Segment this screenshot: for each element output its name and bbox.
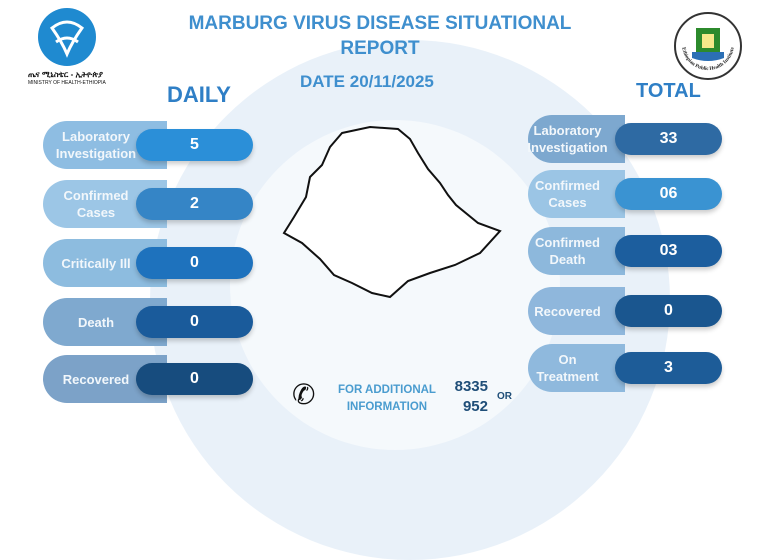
total-item-value: 33 xyxy=(615,123,722,155)
daily-item-value: 0 xyxy=(136,306,253,338)
total-item-value: 0 xyxy=(615,295,722,327)
ministry-name: MINISTRY OF HEALTH-ETHIOPIA xyxy=(28,80,106,86)
daily-heading: DAILY xyxy=(167,82,231,107)
ethiopia-map xyxy=(282,125,502,299)
total-heading: TOTAL xyxy=(636,80,701,102)
contact-text: FOR ADDITIONAL INFORMATION xyxy=(338,384,436,413)
ministry-logo xyxy=(38,8,96,66)
daily-item-value: 2 xyxy=(136,188,253,220)
total-item-value: 03 xyxy=(615,235,722,267)
total-item-label: Recovered xyxy=(528,287,625,335)
total-item-label: Laboratory Investigation xyxy=(527,115,625,163)
total-item-value: 06 xyxy=(615,178,722,210)
daily-item-label: Laboratory Investigation xyxy=(43,121,167,169)
ephi-logo: Ethiopian Public Health Institute xyxy=(674,12,742,80)
ministry-amharic: ጤና ሚኒስቴር - ኢትዮጵያ xyxy=(28,70,104,79)
report-title: MARBURG VIRUS DISEASE SITUATIONAL REPORT xyxy=(188,13,572,59)
daily-item-value: 0 xyxy=(136,247,253,279)
phone-icon: ✆ xyxy=(292,379,316,410)
total-item-label: On Treatment xyxy=(528,344,625,392)
total-item-label: Confirmed Death xyxy=(528,227,625,275)
contact-number: 8335 952 xyxy=(454,378,488,415)
daily-item-value: 0 xyxy=(136,363,253,395)
total-item-label: Confirmed Cases xyxy=(528,170,625,218)
daily-item-value: 5 xyxy=(136,129,253,161)
contact-or: OR xyxy=(497,391,512,402)
report-date: DATE 20/11/2025 xyxy=(300,72,434,91)
total-item-value: 3 xyxy=(615,352,722,384)
